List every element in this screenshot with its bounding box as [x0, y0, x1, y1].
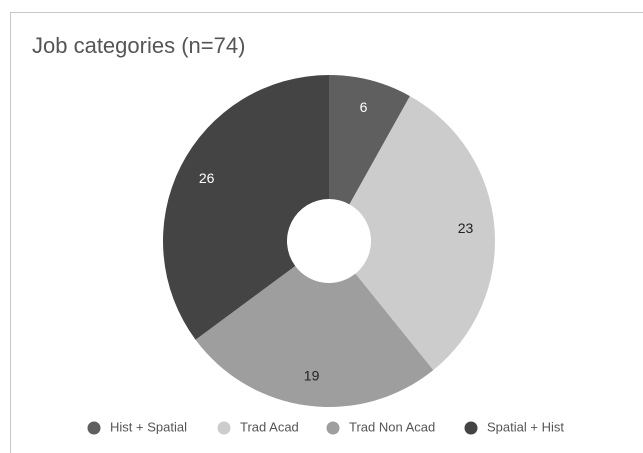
- legend-swatch: [217, 421, 231, 435]
- legend-label: Spatial + Hist: [487, 419, 564, 434]
- data-label: 23: [458, 220, 474, 236]
- data-label: 26: [199, 170, 215, 186]
- data-label: 6: [360, 99, 368, 115]
- chart-title: Job categories (n=74): [32, 33, 245, 58]
- slice: [329, 75, 410, 205]
- legend-label: Trad Acad: [240, 419, 299, 434]
- slice: [163, 75, 329, 340]
- slice: [349, 96, 495, 371]
- legend-label: Trad Non Acad: [349, 419, 435, 434]
- legend-label: Hist + Spatial: [110, 419, 187, 434]
- data-label: 19: [304, 368, 320, 384]
- legend-swatch: [326, 421, 340, 435]
- legend-swatch: [464, 421, 478, 435]
- slice: [195, 265, 434, 407]
- legend-swatch: [87, 421, 101, 435]
